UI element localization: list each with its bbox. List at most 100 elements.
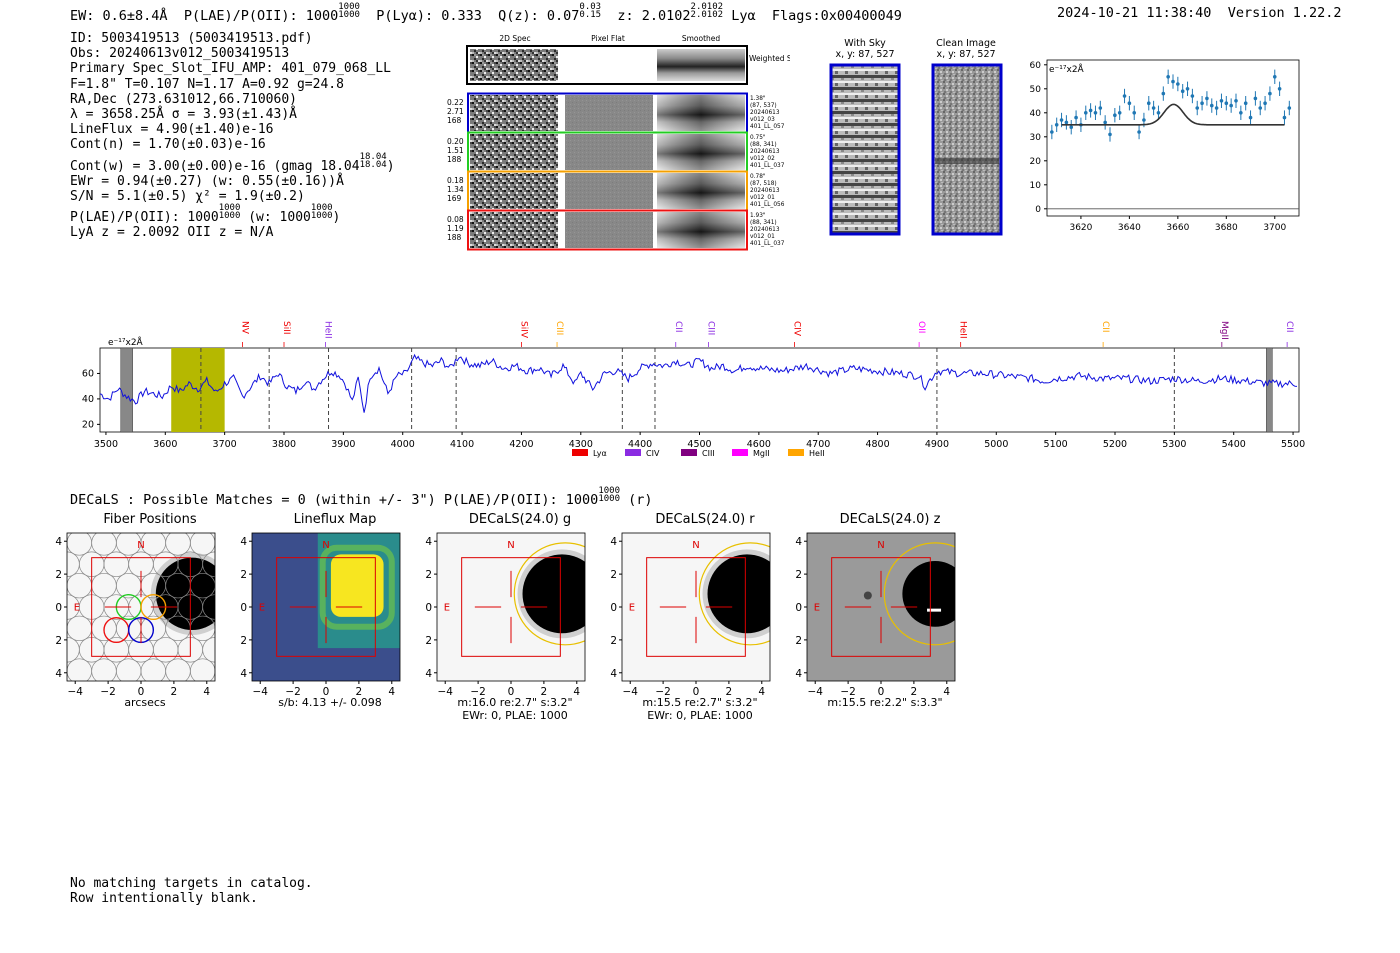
fit-point xyxy=(1243,101,1248,105)
info-plae-w: (w: 1000 xyxy=(248,210,311,226)
fit-xtick-label: 3620 xyxy=(1069,223,1092,233)
decals-ytick-label: −4 xyxy=(795,536,802,548)
fit-point xyxy=(1142,118,1146,122)
info-ewr: EWr = 0.94(±0.27) (w: 0.55(±0.16))Å xyxy=(70,173,344,189)
info-obs: Obs: 20240613v012_5003419513 xyxy=(70,46,290,62)
clean-image-xy: x, y: 87, 527 xyxy=(936,49,996,60)
decals-ytick-label: −4 xyxy=(55,536,62,548)
weighted-sum-label: Weighted Sum xyxy=(749,54,790,63)
spectrum-xtick-label: 4700 xyxy=(806,439,830,450)
cutout-row-meta: 0.75" xyxy=(750,135,766,141)
fit-point xyxy=(1268,91,1272,96)
fit-point xyxy=(1083,111,1088,115)
fiber-circle xyxy=(202,594,215,620)
cutout-row-stat: 2.71 xyxy=(447,107,464,116)
decals-ytick-label: 4 xyxy=(55,668,62,680)
fit-point xyxy=(1200,101,1204,105)
cutout-header-smoothed: Smoothed xyxy=(682,34,721,43)
cutout-smoothed-shade xyxy=(657,173,745,209)
header-version: Version 1.22.2 xyxy=(1227,5,1342,21)
fit-point xyxy=(1117,111,1122,115)
cutout-row-meta: 401_LL_057 xyxy=(750,124,785,130)
cutout-2dspec xyxy=(470,173,558,209)
cutout-row-meta: 20240613 xyxy=(750,149,780,155)
cutout-row-meta: (88, 341) xyxy=(750,142,777,148)
decals-ytick-label: 0 xyxy=(610,602,617,614)
decals-xtick-label: −4 xyxy=(807,686,823,698)
fit-point xyxy=(1054,123,1059,127)
decals-ytick-label: 0 xyxy=(795,602,802,614)
header-plae-hi: 1000 xyxy=(338,2,360,12)
spectral-line-label: CIII xyxy=(554,321,564,335)
spectrum-line xyxy=(99,353,1298,413)
decals-xtick-label: 4 xyxy=(943,686,950,698)
info-id: ID: 5003419513 (5003419513.pdf) xyxy=(70,31,313,46)
spectrum-xtick-label: 4100 xyxy=(450,439,474,450)
decals-panel-image: N E −4 4 −2 2 0 0 2 −2 4 −4 xyxy=(425,532,586,698)
fit-xtick-label: 3700 xyxy=(1263,223,1286,233)
fit-point xyxy=(1093,111,1098,115)
fit-point xyxy=(1088,108,1093,113)
header-datetime: 2024-10-21 11:38:40 xyxy=(1057,5,1212,21)
decals-ytick-label: 2 xyxy=(425,635,432,647)
decals-xtick-label: 2 xyxy=(726,686,733,698)
decals-panel-title: DECaLS(24.0) z xyxy=(839,512,941,527)
search-box xyxy=(646,557,746,657)
spectral-line-label: HeII xyxy=(323,321,333,339)
info-contw-text: Cont(w) = 3.00(±0.00)e-16 (gmag 18.04 xyxy=(70,158,360,174)
decals-xtick-label: 4 xyxy=(758,686,765,698)
decals-source xyxy=(707,554,770,634)
legend-label: MgII xyxy=(753,449,770,458)
decals-xtick-label: 2 xyxy=(171,686,178,698)
detection-info: ID: 5003419513 (5003419513.pdf) Obs: 202… xyxy=(70,31,395,241)
legend-swatch xyxy=(788,449,804,456)
decals-xtick-label: 2 xyxy=(911,686,918,698)
cutout-row-stat: 1.34 xyxy=(447,185,464,194)
legend-swatch xyxy=(572,449,588,456)
fit-point xyxy=(1287,106,1292,110)
decals-artifact xyxy=(927,608,942,612)
spectrum-xtick-label: 3600 xyxy=(153,439,177,450)
header-bar: EW: 0.6±8.4Å P(LAE)/P(OII): 10001000 1000… xyxy=(70,2,902,25)
east-label: E xyxy=(444,602,450,613)
decals-xtick-label: 2 xyxy=(356,686,363,698)
decals-xtick-label: −2 xyxy=(285,686,300,698)
fit-point xyxy=(1146,101,1151,105)
decals-xtick-label: −4 xyxy=(67,686,83,698)
cutout-2dspec xyxy=(470,212,558,248)
with-sky-xy: x, y: 87, 527 xyxy=(835,49,895,60)
decals-ytick-label: 0 xyxy=(425,602,432,614)
cutout-row-meta: 1.38" xyxy=(750,96,766,102)
fit-ytick-label: 60 xyxy=(1030,61,1042,71)
legend-swatch xyxy=(681,449,697,456)
cutout-row-meta: 0.78" xyxy=(750,174,766,180)
fit-point xyxy=(1185,87,1190,91)
decals-panel-image: N E −4 4 −2 2 0 0 2 −2 4 −4 xyxy=(610,532,771,698)
cutout-row-stat: 1.19 xyxy=(447,224,464,233)
spectrum-xtick-label: 5200 xyxy=(1103,439,1127,450)
spectrum-ytick-label: 40 xyxy=(82,394,94,405)
fiber-circle xyxy=(202,637,215,663)
fit-point xyxy=(1195,106,1200,110)
fit-point xyxy=(1272,75,1277,79)
spectrum-xtick-label: 4600 xyxy=(747,439,771,450)
search-box xyxy=(831,557,931,657)
decals-panel-image: N E −4 4 −2 2 0 0 2 −2 4 −4 xyxy=(55,532,216,698)
decals-xtick-label: −2 xyxy=(100,686,115,698)
cutout-header-flat: Pixel Flat xyxy=(591,34,625,43)
header-right: 2024-10-21 11:38:40 Version 1.22.2 xyxy=(1057,5,1342,21)
footer-line2: Row intentionally blank. xyxy=(70,891,258,907)
fit-xtick-label: 3680 xyxy=(1215,223,1238,233)
decals-xtick-label: 4 xyxy=(388,686,395,698)
north-label: N xyxy=(692,540,699,551)
cutout-row-stat: 169 xyxy=(447,194,462,203)
cutout-smoothed-shade xyxy=(657,95,745,131)
cutout-row-meta: 401_LL_037 xyxy=(750,241,785,247)
spectral-line-label: CIV xyxy=(791,321,801,337)
decals-panel-title: DECaLS(24.0) r xyxy=(655,512,755,527)
header-z-hi: 2.0102 xyxy=(690,2,724,12)
decals-ytick-label: −4 xyxy=(425,536,432,548)
cutout-smoothed-shade xyxy=(657,134,745,170)
north-label: N xyxy=(877,540,884,551)
